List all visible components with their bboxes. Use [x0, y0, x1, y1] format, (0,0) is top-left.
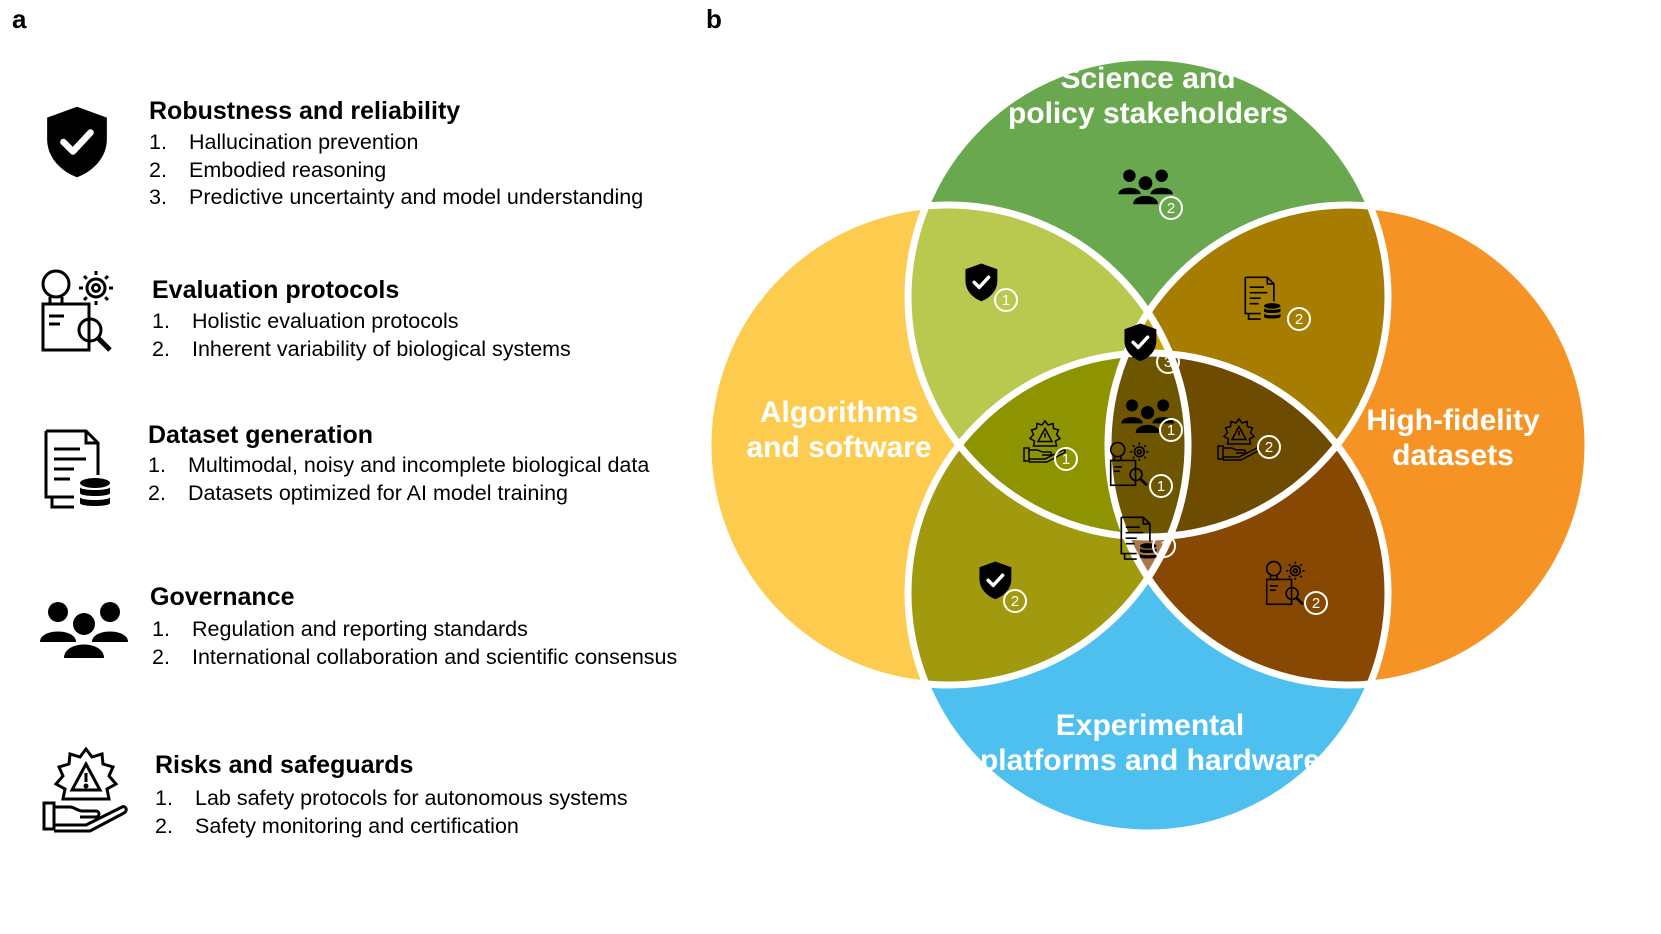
badge-shield-1: 1 [963, 261, 1018, 312]
label-top-line1: Science and [1060, 62, 1235, 95]
label-left-line1: Algorithms [760, 396, 918, 429]
section-title: Governance [150, 583, 295, 611]
list-item: 2. Safety monitoring and certification [155, 813, 519, 838]
list-item: 2. Datasets optimized for AI model traini… [148, 480, 569, 505]
badge-evaluation-2: 2 [1265, 560, 1328, 615]
badge-evaluation-1: 1 [1109, 441, 1173, 498]
section-list: 1. Holistic evaluation protocols 2. Inhere… [152, 308, 571, 363]
svg-text:2: 2 [1295, 311, 1303, 328]
section-list: 1. Hallucination prevention 2. Embodied re… [149, 129, 643, 212]
list-item: 2. Inherent variability of biological sys… [152, 336, 571, 361]
section-title: Dataset generation [148, 421, 374, 449]
label-left-line2: and software [746, 431, 931, 464]
section-title: Evaluation protocols [152, 276, 400, 304]
badge-dataset-1: 1 [1120, 516, 1176, 560]
svg-text:2: 2 [1265, 439, 1273, 456]
badge-shield-2: 2 [977, 559, 1027, 613]
svg-text:1: 1 [1062, 451, 1070, 468]
svg-text:1: 1 [1157, 478, 1165, 495]
section-list: 1. Multimodal, noisy and incomplete biolo… [148, 452, 649, 507]
svg-text:2: 2 [1011, 593, 1019, 610]
panel-a-label: a [12, 4, 27, 34]
list-item: 2. International collaboration and scient… [152, 644, 678, 669]
list-item: 2. Embodied reasoning [149, 157, 387, 182]
section-title: Robustness and reliability [149, 97, 461, 125]
badge-people-1: 1 [1121, 399, 1183, 442]
label-right-line2: datasets [1392, 439, 1514, 472]
badge-dataset-2: 2 [1244, 276, 1311, 331]
list-item: 1. Lab safety protocols for autonomous sy… [155, 786, 628, 810]
list-item: 1. Hallucination prevention [149, 130, 419, 154]
badge-safety-2: 2 [1217, 418, 1281, 461]
section-list: 1. Regulation and reporting standards 2. I… [152, 616, 677, 671]
section-list: 1. Lab safety protocols for autonomous sy… [155, 785, 628, 840]
svg-text:1: 1 [1160, 538, 1168, 555]
section-title: Risks and safeguards [155, 751, 414, 779]
shield-check-icon [44, 104, 110, 185]
panel-b-label: b [706, 4, 722, 34]
badge-shield-3: 3 [1122, 321, 1180, 374]
dataset-icon [40, 425, 114, 518]
label-bottom-line2: platforms and hardware [980, 744, 1320, 777]
label-right-line1: High-fidelity [1366, 404, 1540, 437]
list-item: 1. Multimodal, noisy and incomplete biolo… [148, 453, 650, 477]
evaluation-icon [38, 268, 118, 359]
list-item: 3. Predictive uncertainty and model under… [149, 185, 644, 209]
safety-icon [40, 746, 132, 840]
svg-text:1: 1 [1167, 422, 1175, 439]
label-top-line2: policy stakeholders [1008, 97, 1288, 130]
label-bottom-line1: Experimental [1056, 709, 1244, 742]
badge-people-2: 2 [1118, 169, 1183, 220]
list-item: 1. Holistic evaluation protocols [152, 309, 459, 333]
svg-text:3: 3 [1164, 354, 1172, 371]
svg-text:2: 2 [1312, 595, 1320, 612]
svg-text:1: 1 [1002, 292, 1010, 309]
badge-safety-1: 1 [1023, 420, 1078, 471]
list-item: 1. Regulation and reporting standards [152, 617, 528, 641]
svg-text:2: 2 [1167, 200, 1175, 217]
people-icon [38, 598, 130, 667]
